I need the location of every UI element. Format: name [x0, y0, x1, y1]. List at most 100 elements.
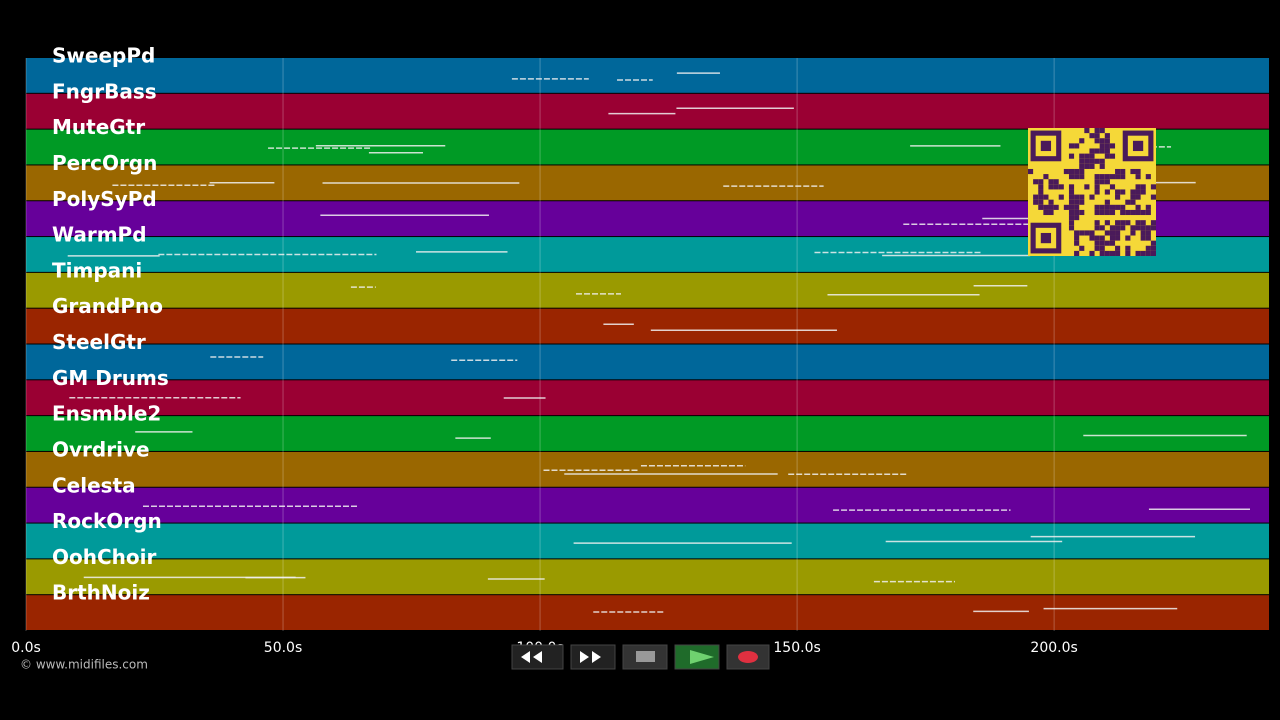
track-row: [26, 380, 1269, 416]
qr-cell: [1033, 199, 1039, 205]
qr-cell: [1068, 225, 1075, 231]
track-row: [26, 344, 1269, 380]
qr-cell: [1104, 199, 1110, 205]
qr-cell: [1109, 143, 1116, 149]
track-row: [26, 523, 1269, 559]
qr-cell: [1115, 220, 1121, 226]
track-row: [26, 451, 1269, 487]
qr-cell: [1074, 204, 1080, 210]
qr-cell: [1150, 225, 1156, 231]
qr-cell: [1104, 174, 1110, 180]
qr-cell: [1099, 245, 1105, 251]
qr-cell: [1033, 179, 1039, 185]
time-tick-label: 0.0s: [11, 640, 41, 656]
qr-cell: [1094, 189, 1100, 195]
qr-cell: [1043, 194, 1049, 200]
track-name: GM Drums: [52, 366, 169, 390]
track-name: Celesta: [52, 473, 136, 497]
track-name: SteelGtr: [52, 330, 146, 354]
record-button[interactable]: [726, 644, 770, 670]
notes: [67, 72, 1250, 613]
qr-cell: [1094, 179, 1100, 185]
time-tick-label: 200.0s: [1030, 640, 1077, 656]
play-button[interactable]: [674, 644, 720, 670]
qr-cell: [1028, 168, 1034, 175]
stop-button[interactable]: [622, 644, 668, 670]
track-row: [26, 595, 1269, 630]
qr-cell: [1068, 184, 1075, 190]
qr-cell: [1068, 174, 1075, 180]
track-row: [26, 58, 1269, 93]
qr-cell: [1048, 199, 1054, 205]
qr-cell: [1099, 250, 1105, 256]
qr-cell: [1099, 235, 1105, 241]
qr-cell: [1053, 179, 1059, 185]
qr-cell: [1130, 225, 1136, 231]
qr-cell: [1104, 230, 1110, 236]
qr-cell: [1038, 199, 1044, 205]
qr-cell: [1115, 230, 1121, 236]
qr-cell: [1079, 230, 1085, 236]
qr-finder: [1030, 222, 1062, 254]
qr-cell: [1104, 209, 1110, 216]
qr-cell: [1043, 204, 1049, 210]
qr-cell: [1125, 250, 1131, 256]
qr-cell: [1038, 179, 1044, 185]
qr-cell: [1074, 143, 1080, 149]
qr-cell: [1104, 240, 1110, 246]
qr-cell: [1104, 220, 1110, 226]
qr-cell: [1099, 138, 1105, 144]
qr-cell: [1099, 128, 1105, 134]
qr-cell: [1074, 209, 1080, 216]
qr-cell: [1079, 153, 1085, 159]
qr-cell: [1094, 128, 1100, 134]
qr-cell: [1074, 250, 1080, 256]
qr-cell: [1099, 158, 1105, 164]
qr-cell: [1053, 184, 1059, 190]
qr-cell: [1120, 204, 1126, 210]
qr-cell: [1140, 235, 1146, 241]
qr-cell: [1084, 184, 1090, 190]
qr-cell: [1120, 189, 1126, 195]
track-name: PercOrgn: [52, 151, 157, 175]
qr-cell: [1058, 194, 1064, 200]
qr-cell: [1130, 199, 1136, 205]
qr-cell: [1068, 168, 1075, 175]
rewind-button[interactable]: [511, 644, 564, 670]
transport: [511, 644, 770, 670]
qr-cell: [1104, 133, 1110, 139]
qr-cell: [1130, 194, 1136, 200]
qr-cell: [1058, 184, 1064, 190]
qr-cell: [1120, 209, 1126, 216]
qr-cell: [1115, 204, 1121, 210]
qr-cell: [1104, 179, 1110, 185]
qr-cell: [1094, 184, 1100, 190]
qr-cell: [1074, 168, 1080, 175]
track-name: Timpani: [52, 258, 142, 282]
qr-cell: [1099, 225, 1105, 231]
qr-cell: [1120, 174, 1126, 180]
qr-cell: [1145, 225, 1151, 231]
qr-cell: [1094, 235, 1100, 241]
qr-cell: [1140, 250, 1146, 256]
qr-cell: [1079, 199, 1085, 205]
qr-code: [1028, 128, 1156, 256]
qr-cell: [1109, 235, 1116, 241]
fast-forward-button[interactable]: [570, 644, 616, 670]
track-name: Ensmble2: [52, 402, 161, 426]
qr-cell: [1104, 189, 1110, 195]
qr-cell: [1094, 174, 1100, 180]
qr-cell: [1104, 204, 1110, 210]
qr-cell: [1115, 225, 1121, 231]
qr-cell: [1135, 225, 1141, 231]
qr-cell: [1089, 148, 1095, 154]
qr-cell: [1125, 209, 1131, 216]
qr-cell: [1074, 235, 1080, 241]
track-name: OohChoir: [52, 545, 156, 569]
qr-cell: [1120, 168, 1126, 175]
track-name: MuteGtr: [52, 115, 145, 139]
qr-cell: [1150, 220, 1156, 226]
qr-cell: [1068, 220, 1075, 226]
qr-cell: [1074, 215, 1080, 221]
